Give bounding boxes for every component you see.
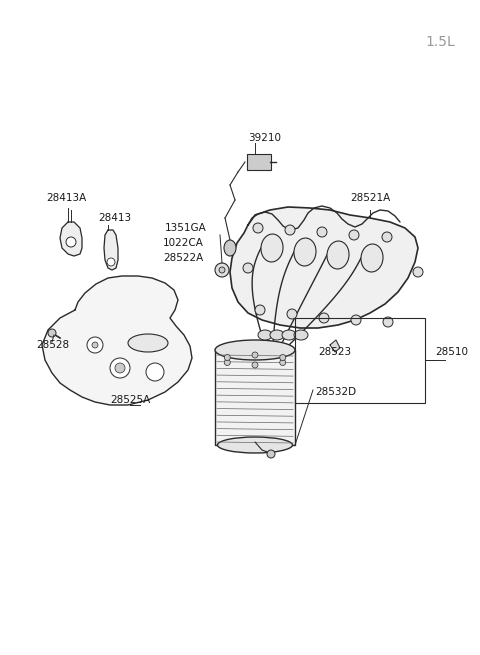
Text: 28413A: 28413A: [46, 193, 86, 203]
Text: 1022CA: 1022CA: [163, 238, 204, 248]
Ellipse shape: [217, 437, 292, 453]
Text: 1.5L: 1.5L: [425, 35, 455, 49]
Text: 28510: 28510: [435, 347, 468, 357]
Circle shape: [92, 342, 98, 348]
Text: 39210: 39210: [248, 133, 281, 143]
Circle shape: [267, 450, 275, 458]
Text: 28532D: 28532D: [315, 387, 356, 397]
Circle shape: [255, 305, 265, 315]
Circle shape: [110, 358, 130, 378]
Text: 28525A: 28525A: [110, 395, 150, 405]
Circle shape: [383, 317, 393, 327]
Circle shape: [48, 329, 56, 337]
Ellipse shape: [258, 330, 272, 340]
Circle shape: [66, 237, 76, 247]
Polygon shape: [230, 207, 418, 328]
Text: 28522A: 28522A: [163, 253, 203, 263]
Circle shape: [252, 362, 258, 368]
Ellipse shape: [270, 330, 284, 340]
Circle shape: [224, 360, 230, 365]
Circle shape: [287, 309, 297, 319]
Polygon shape: [60, 222, 82, 256]
Ellipse shape: [224, 240, 236, 256]
Polygon shape: [104, 230, 118, 270]
Bar: [215, 350, 295, 445]
Ellipse shape: [261, 234, 283, 262]
Circle shape: [317, 227, 327, 237]
Polygon shape: [42, 276, 192, 405]
Circle shape: [349, 230, 359, 240]
Circle shape: [224, 354, 230, 360]
Circle shape: [252, 352, 258, 358]
Ellipse shape: [128, 334, 168, 352]
Circle shape: [413, 267, 423, 277]
Circle shape: [107, 258, 115, 266]
Circle shape: [87, 337, 103, 353]
Text: 28523: 28523: [318, 347, 351, 357]
Circle shape: [280, 354, 286, 360]
Text: 28521A: 28521A: [350, 193, 390, 203]
Ellipse shape: [294, 238, 316, 266]
Circle shape: [243, 263, 253, 273]
FancyBboxPatch shape: [247, 154, 271, 170]
Ellipse shape: [282, 330, 296, 340]
Ellipse shape: [361, 244, 383, 272]
Ellipse shape: [294, 330, 308, 340]
Text: 28413: 28413: [98, 213, 131, 223]
Text: 1351GA: 1351GA: [165, 223, 207, 233]
Text: 28528: 28528: [36, 340, 69, 350]
Circle shape: [351, 315, 361, 325]
Bar: [295, 318, 425, 403]
Circle shape: [115, 363, 125, 373]
Ellipse shape: [215, 340, 295, 360]
Circle shape: [146, 363, 164, 381]
Circle shape: [215, 263, 229, 277]
Circle shape: [280, 360, 286, 365]
Polygon shape: [330, 340, 340, 352]
Ellipse shape: [327, 241, 349, 269]
Circle shape: [382, 232, 392, 242]
Circle shape: [285, 225, 295, 235]
Circle shape: [219, 267, 225, 273]
Circle shape: [253, 223, 263, 233]
Circle shape: [319, 313, 329, 323]
